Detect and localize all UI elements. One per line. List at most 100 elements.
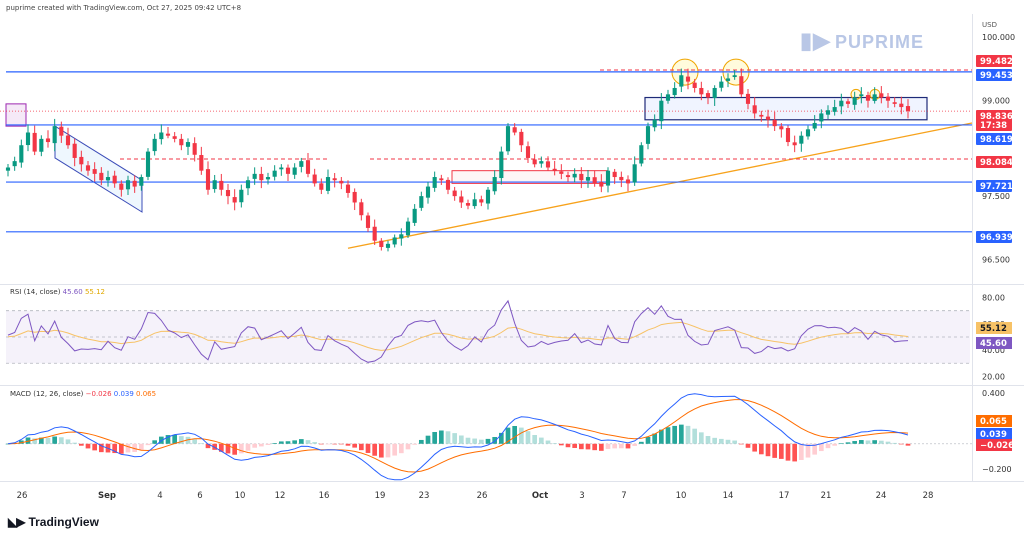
macd-histogram-bar — [579, 443, 584, 450]
macd-histogram-bar — [505, 427, 511, 444]
macd-histogram-bar — [399, 443, 404, 454]
time-tick-label: 26 — [17, 491, 28, 501]
macd-histogram-bar — [599, 443, 604, 451]
time-tick-label: 23 — [419, 491, 430, 501]
time-tick-label: 17 — [779, 491, 790, 501]
candle-body — [865, 95, 871, 101]
time-tick-label: 28 — [923, 491, 934, 501]
candle-body — [905, 106, 911, 112]
candle-body — [572, 173, 577, 178]
time-tick-label: 26 — [477, 491, 488, 501]
candle-body — [732, 75, 737, 78]
macd-histogram-bar — [892, 442, 897, 444]
candle-body — [145, 151, 151, 177]
candle-body — [712, 87, 717, 99]
candle-body — [159, 132, 164, 140]
macd-histogram-bar — [232, 443, 237, 455]
candle-body — [365, 215, 371, 228]
macd-histogram-bar — [779, 443, 784, 459]
candle-body — [559, 171, 564, 174]
candle-body — [545, 161, 551, 168]
macd-histogram-bar — [165, 435, 171, 444]
candle-body — [839, 100, 844, 107]
rsi-value-badge — [976, 337, 1012, 349]
macd-histogram-bar — [185, 436, 191, 444]
macd-histogram-bar — [65, 439, 71, 444]
currency-label: USD — [982, 21, 997, 29]
macd-histogram-bar — [219, 443, 224, 452]
macd-legend: MACD (12, 26, close) −0.026 0.039 0.065 — [10, 390, 156, 398]
candle-body — [799, 135, 804, 144]
macd-histogram-bar — [512, 426, 517, 444]
macd-histogram-bar — [492, 436, 497, 444]
macd-histogram-bar — [845, 442, 851, 444]
candle-body — [92, 169, 97, 174]
macd-histogram-bar — [152, 440, 157, 444]
macd-histogram-bar — [32, 438, 37, 444]
candle-body — [872, 94, 877, 101]
macd-histogram-bar — [739, 443, 744, 445]
price-tick-label: 97.500 — [982, 192, 1010, 201]
macd-histogram-bar — [312, 442, 317, 444]
candle-body — [565, 175, 571, 178]
tradingview-brand[interactable]: ◣▶ TradingView — [8, 515, 99, 529]
macd-value-badge — [976, 415, 1012, 427]
macd-histogram-bar — [385, 443, 391, 458]
macd-histogram-bar — [112, 443, 117, 454]
candle-body — [79, 156, 84, 165]
support-resistance-levels — [0, 69, 972, 233]
macd-histogram-bar — [332, 443, 337, 445]
candle-body — [532, 159, 537, 165]
macd-histogram-bar — [379, 443, 384, 458]
macd-histogram-bar — [825, 443, 831, 449]
macd-histogram-bar — [839, 443, 844, 444]
candle-body — [619, 176, 624, 181]
macd-histogram-bar — [252, 443, 257, 448]
macd-histogram-bar — [872, 440, 877, 444]
macd-signal-legend-value: 0.065 — [136, 390, 156, 398]
macd-histogram-bar — [372, 443, 377, 456]
candle-body — [812, 122, 817, 129]
candle-body — [845, 101, 851, 104]
candle-body — [832, 107, 837, 112]
macd-histogram-bar — [85, 443, 91, 449]
macd-histogram-bar — [699, 432, 704, 444]
macd-histogram-bar — [805, 443, 811, 458]
macd-histogram-bar — [72, 442, 77, 444]
candle-body — [859, 94, 864, 97]
price-tick-label: 100.000 — [982, 33, 1015, 42]
price-label-text: 99.482 — [980, 57, 1013, 67]
candle-body — [199, 155, 204, 171]
candle-body — [772, 119, 777, 127]
macd-histogram-bar — [625, 443, 631, 449]
candle-body — [479, 199, 484, 203]
macd-value: 0.039 — [980, 430, 1007, 440]
candle-body — [645, 126, 651, 144]
candle-body — [239, 189, 244, 203]
time-tick-label: 16 — [319, 491, 330, 501]
time-axis[interactable]: 26 Sep 4 6 10 12 16 19 23 26 Oct 3 7 10 14 17 21 24 28 — [17, 491, 934, 501]
rsi-value: 45.60 — [980, 339, 1007, 349]
candle-body — [319, 183, 324, 190]
macd-histogram-bar — [39, 437, 44, 444]
candle-body — [472, 199, 477, 207]
indicator-legends: RSI (14, close) 45.60 55.12 MACD (12, 26,… — [10, 288, 156, 398]
macd-histogram-bar — [812, 443, 817, 455]
candle-body — [665, 94, 671, 101]
macd-value-badge — [976, 439, 1012, 451]
watermark-text: PUPRIME — [835, 32, 925, 52]
candle-body — [425, 186, 431, 198]
macd-histogram-bar — [665, 427, 671, 444]
candle-body — [585, 177, 591, 181]
macd-histogram-bar — [45, 437, 51, 444]
candle-body — [445, 179, 451, 190]
time-tick-label: 10 — [676, 491, 687, 501]
macd-histogram-bar — [619, 443, 624, 449]
candle-body — [552, 168, 557, 171]
price-axis[interactable]: USD100.00099.00098.00097.50096.50099.482… — [976, 21, 1015, 474]
candle-body — [165, 133, 171, 136]
macd-histogram-bar — [605, 443, 611, 449]
candle-body — [432, 177, 437, 188]
candlestick-series — [5, 68, 911, 252]
